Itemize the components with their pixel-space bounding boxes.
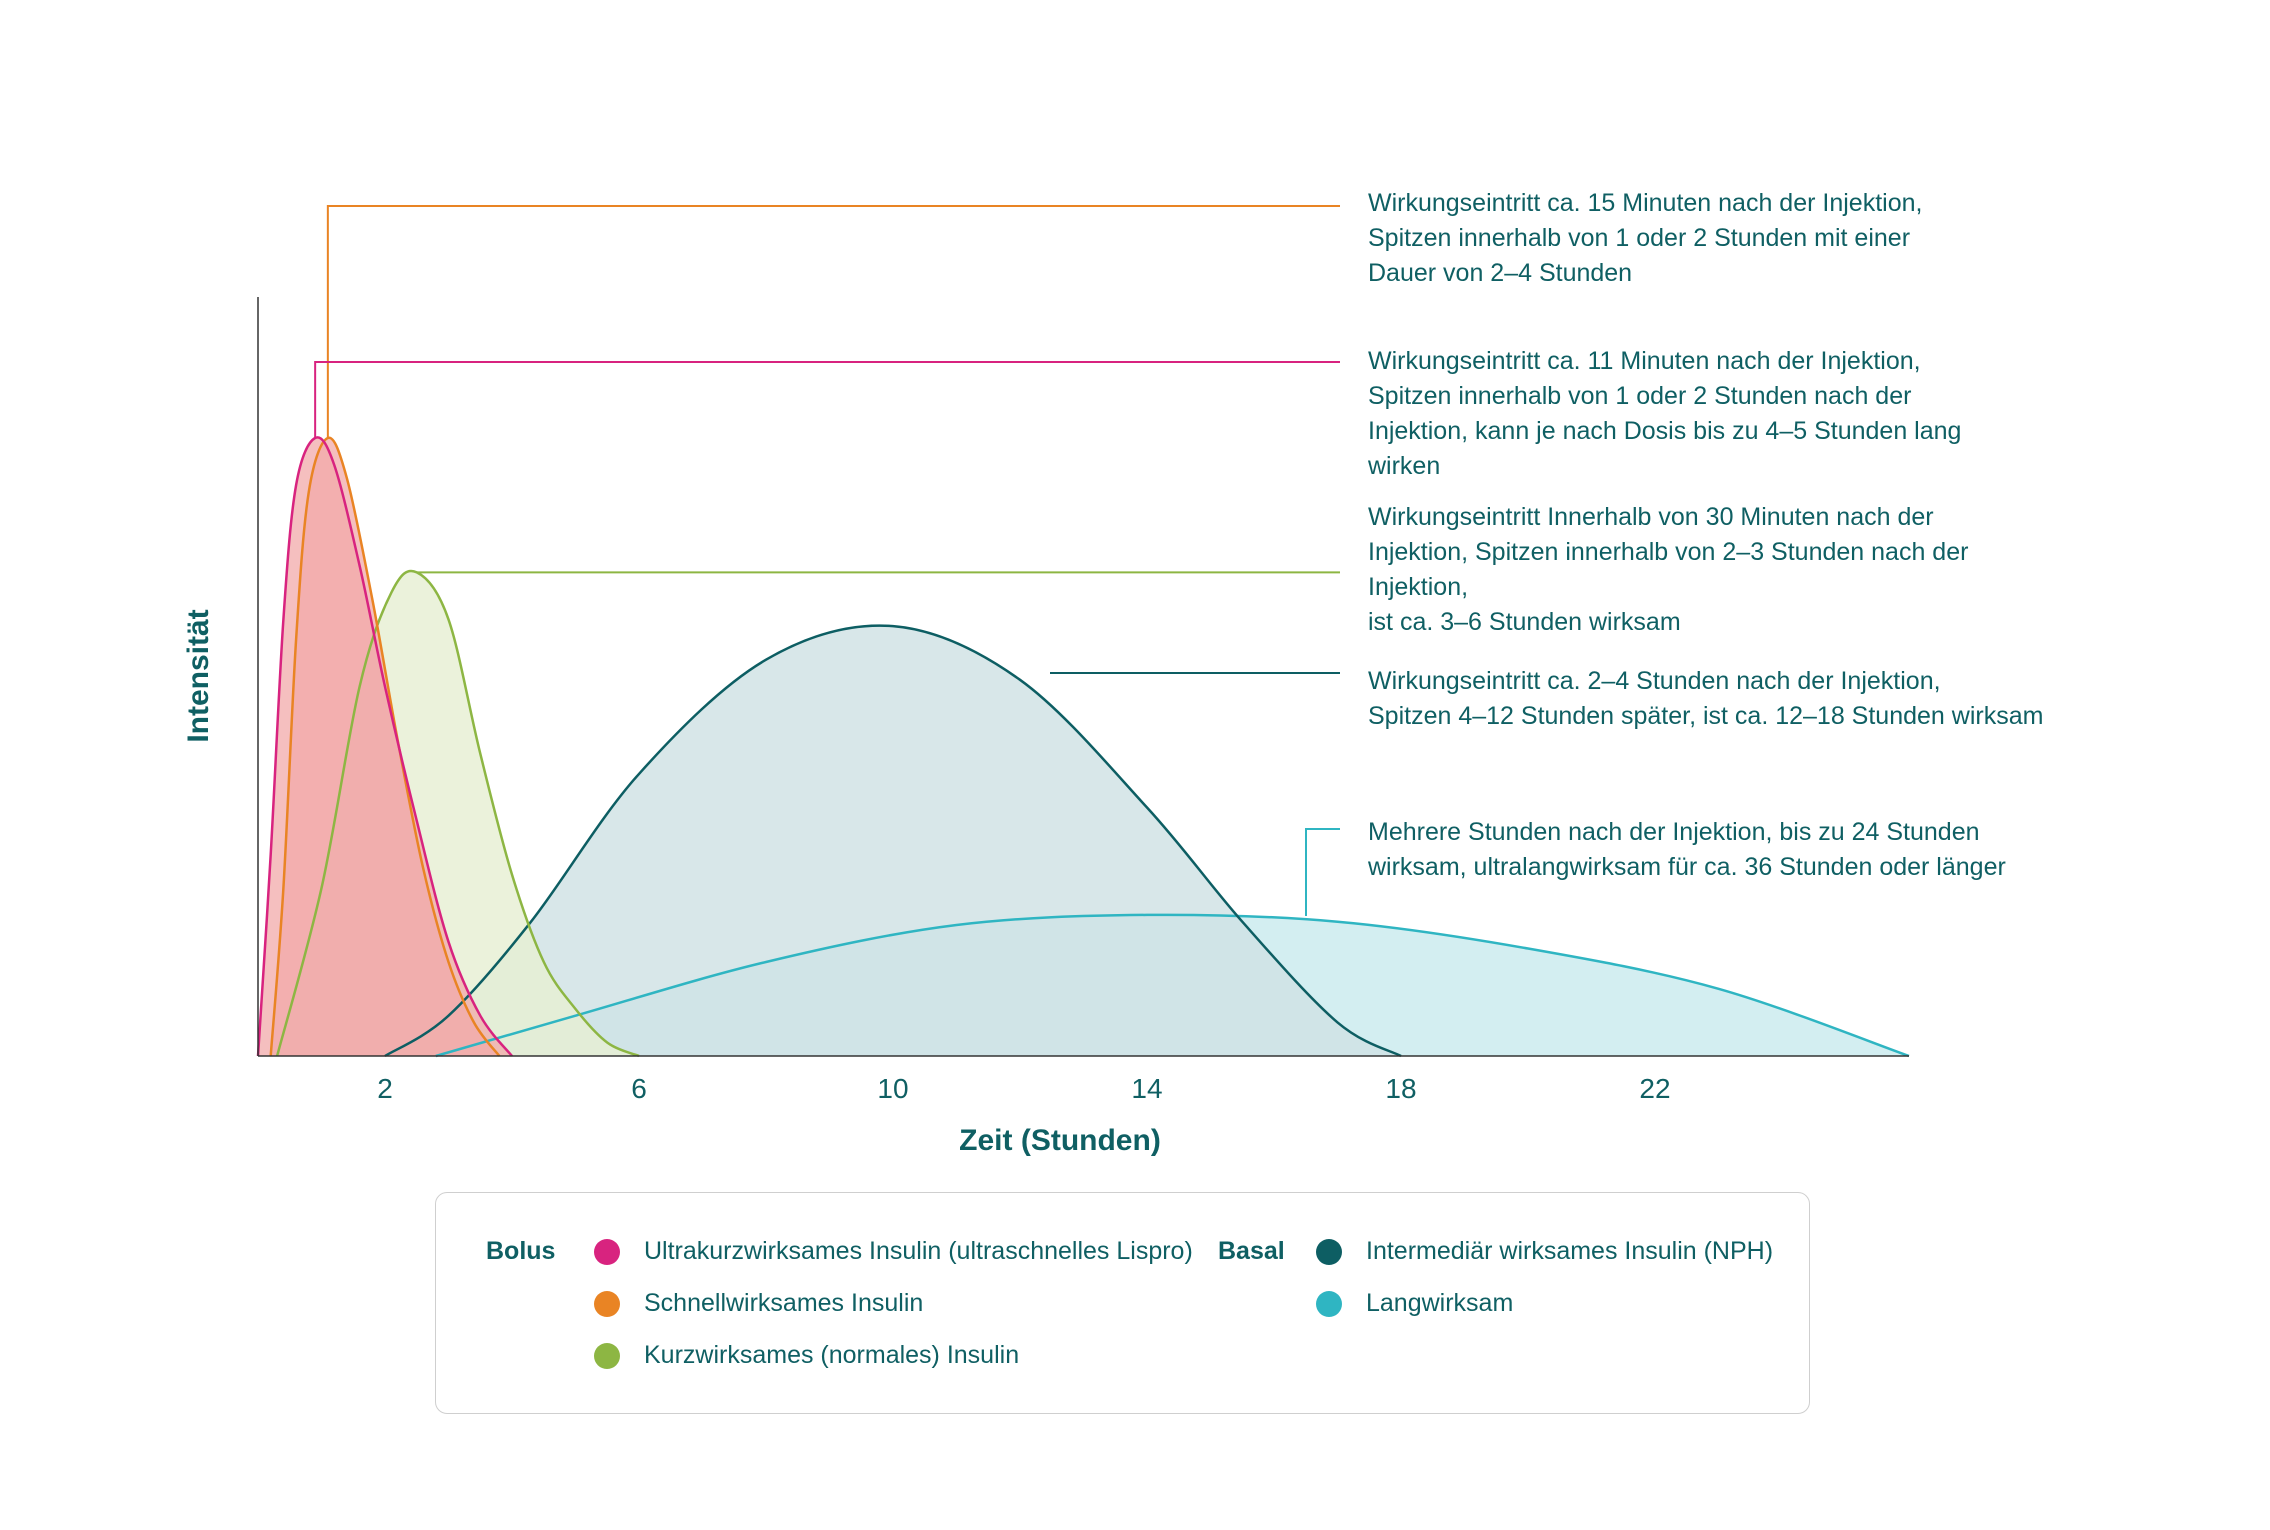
connector-schnell — [326, 205, 1340, 439]
legend-label: Schnellwirksames Insulin — [644, 1289, 924, 1317]
annotation-line: Wirkungseintritt ca. 11 Minuten nach der… — [1368, 347, 1921, 375]
annotation-line: wirksam, ultralangwirksam für ca. 36 Stu… — [1368, 853, 2006, 881]
legend-item-ultrakurz: Ultrakurzwirksames Insulin (ultraschnell… — [594, 1237, 1193, 1266]
annotation-line: ist ca. 3–6 Stunden wirksam — [1368, 608, 1681, 636]
legend-label: Kurzwirksames (normales) Insulin — [644, 1341, 1020, 1369]
legend-swatch — [594, 1238, 620, 1265]
line-ultrakurz — [256, 436, 513, 1057]
annotation-line: wirken — [1368, 452, 1441, 480]
annotation-line: Mehrere Stunden nach der Injektion, bis … — [1368, 818, 1980, 846]
annotation-line: Wirkungseintritt ca. 2–4 Stunden nach de… — [1368, 667, 1941, 695]
x-tick-label: 2 — [377, 1073, 393, 1104]
area-ultrakurz — [258, 437, 512, 1056]
line-kurz — [275, 569, 640, 1058]
legend: Bolus Basal Ultrakurzwirksames Insulin (… — [435, 1192, 1810, 1414]
annotation-schnell: Wirkungseintritt ca. 15 Minuten nach der… — [1368, 186, 2148, 291]
legend-label: Ultrakurzwirksames Insulin (ultraschnell… — [644, 1237, 1193, 1265]
annotation-line: Injektion, — [1368, 573, 1469, 601]
line-nph — [384, 624, 1402, 1058]
legend-item-schnell: Schnellwirksames Insulin — [594, 1289, 923, 1318]
connector-ultrakurz — [314, 361, 1340, 439]
legend-bolus-title: Bolus — [486, 1237, 556, 1265]
annotation-line: Injektion, Spitzen innerhalb von 2–3 Stu… — [1368, 538, 1969, 566]
annotation-line: Spitzen 4–12 Stunden später, ist ca. 12–… — [1368, 702, 2044, 730]
annotation-line: Dauer von 2–4 Stunden — [1368, 259, 1633, 287]
legend-swatch — [594, 1290, 620, 1317]
x-tick-label: 18 — [1385, 1073, 1416, 1104]
annotation-line: Injektion, kann je nach Dosis bis zu 4–5… — [1368, 417, 1962, 445]
annotation-ultrakurz: Wirkungseintritt ca. 11 Minuten nach der… — [1368, 344, 2148, 484]
legend-label: Langwirksam — [1366, 1289, 1514, 1317]
legend-swatch — [1316, 1290, 1342, 1317]
x-tick-label: 6 — [631, 1073, 647, 1104]
annotation-line: Spitzen innerhalb von 1 oder 2 Stunden m… — [1368, 224, 1911, 252]
annotation-line: Wirkungseintritt ca. 15 Minuten nach der… — [1368, 189, 1923, 217]
line-schnell — [269, 436, 501, 1057]
annotation-nph: Wirkungseintritt ca. 2–4 Stunden nach de… — [1368, 664, 2148, 734]
legend-item-kurz: Kurzwirksames (normales) Insulin — [594, 1341, 1019, 1370]
x-tick-label: 22 — [1639, 1073, 1670, 1104]
annotation-line: Wirkungseintritt Innerhalb von 30 Minute… — [1368, 503, 1934, 531]
annotation-kurz: Wirkungseintritt Innerhalb von 30 Minute… — [1368, 500, 2148, 640]
connector-langwirksam — [1305, 828, 1340, 916]
x-axis-label: Zeit (Stunden) — [959, 1124, 1161, 1157]
y-axis-label: Intensität — [182, 609, 215, 742]
legend-swatch — [594, 1342, 620, 1369]
x-tick-label: 10 — [877, 1073, 908, 1104]
legend-swatch — [1316, 1238, 1342, 1265]
annotation-line: Spitzen innerhalb von 1 oder 2 Stunden n… — [1368, 382, 1912, 410]
area-nph — [385, 625, 1401, 1056]
legend-label: Intermediär wirksames Insulin (NPH) — [1366, 1237, 1774, 1265]
x-tick-label: 14 — [1131, 1073, 1162, 1104]
line-langwirksam — [435, 913, 1910, 1058]
annotation-langwirksam: Mehrere Stunden nach der Injektion, bis … — [1368, 815, 2148, 885]
legend-basal-title: Basal — [1218, 1237, 1285, 1265]
legend-item-langwirksam: Langwirksam — [1316, 1289, 1513, 1318]
legend-item-nph: Intermediär wirksames Insulin (NPH) — [1316, 1237, 1773, 1266]
